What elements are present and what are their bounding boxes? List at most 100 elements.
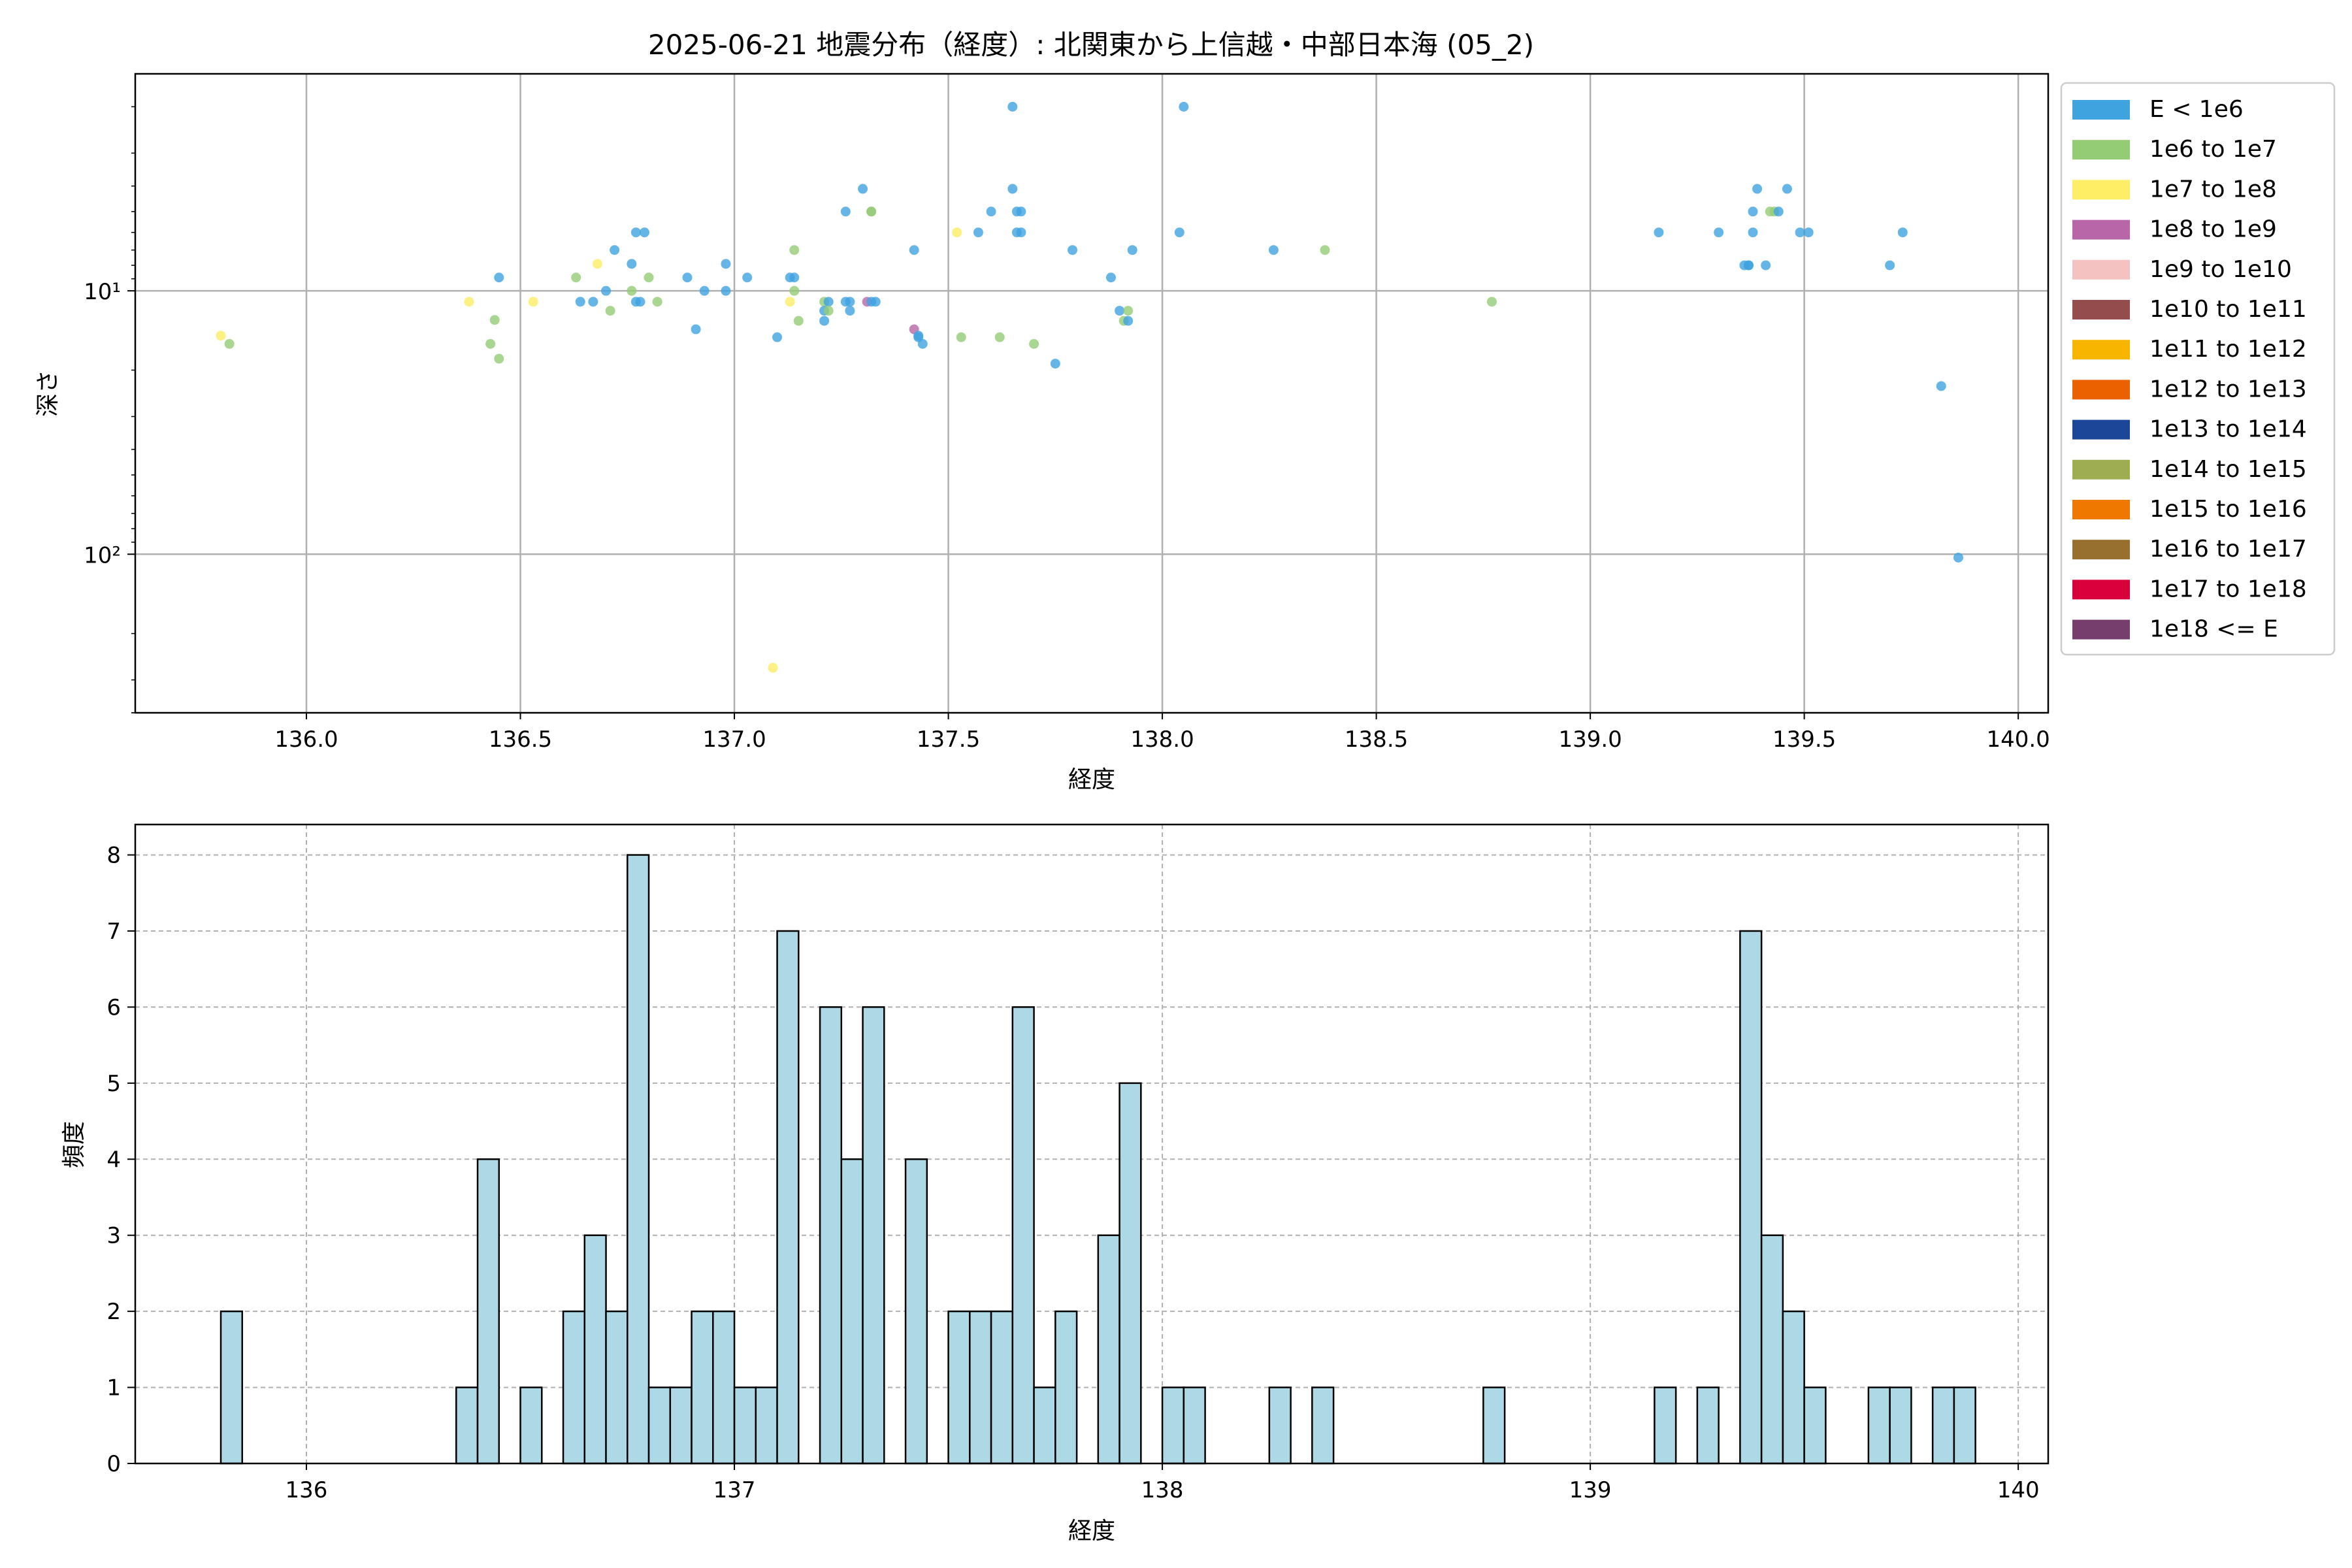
histogram-x-tick-label: 140 [1997, 1477, 2040, 1503]
scatter-point [1761, 260, 1771, 270]
histogram-bar [1097, 1234, 1120, 1465]
scatter-x-tick-label: 136.0 [274, 727, 338, 753]
scatter-grid [135, 74, 2048, 713]
scatter-point [721, 286, 731, 296]
scatter-point [1743, 260, 1754, 270]
histogram-bar [669, 1386, 693, 1465]
scatter-plot-frame [134, 73, 2050, 714]
scatter-point [635, 297, 645, 307]
scatter-x-tick-label: 138.0 [1130, 727, 1194, 753]
scatter-point [1123, 306, 1134, 316]
scatter-point [610, 245, 620, 255]
histogram-bar [562, 1310, 586, 1465]
scatter-points [216, 101, 1963, 673]
legend-label: 1e11 to 1e12 [2149, 336, 2307, 363]
histogram-bar [1931, 1386, 1955, 1465]
histogram-bar [1268, 1386, 1292, 1465]
scatter-point [1115, 306, 1125, 316]
scatter-point [1016, 206, 1026, 217]
scatter-point [588, 297, 598, 307]
scatter-point [489, 315, 500, 325]
histogram-bar [990, 1310, 1014, 1465]
scatter-point [772, 332, 783, 342]
scatter-point [768, 662, 778, 673]
histogram-x-tick-label: 136 [286, 1477, 328, 1503]
legend-swatch [2072, 459, 2130, 480]
histogram-y-label: 頻度 [61, 1121, 88, 1168]
histogram-bar [476, 1158, 500, 1465]
histogram-bar [819, 1006, 843, 1465]
scatter-point [909, 245, 919, 255]
scatter-point [789, 245, 800, 255]
scatter-x-tick-label: 136.5 [489, 727, 552, 753]
scatter-point [1885, 260, 1895, 270]
scatter-point [1936, 381, 1946, 391]
histogram-bar [647, 1386, 672, 1465]
scatter-point [1174, 227, 1184, 238]
histogram-bar [1183, 1386, 1206, 1465]
scatter-point [682, 272, 693, 283]
histogram-y-tick-label: 1 [106, 1375, 121, 1401]
histogram-bar [947, 1310, 971, 1465]
histogram-panel: 136 137 138 139 140 0 1 2 3 4 5 6 7 8 経度 頻度 [61, 823, 2050, 1544]
scatter-y-tick-label: 10² [84, 542, 121, 568]
histogram-plot-frame [134, 823, 2050, 1465]
histogram-bar [1867, 1386, 1891, 1465]
scatter-point [592, 259, 602, 269]
scatter-point [986, 206, 996, 217]
histogram-bar [840, 1158, 864, 1465]
scatter-point [1320, 245, 1330, 255]
histogram-bar [1889, 1386, 1912, 1465]
scatter-point [823, 306, 834, 316]
histogram-y-tick-label: 7 [106, 919, 121, 945]
legend-swatch [2072, 100, 2130, 120]
histogram-bar [519, 1386, 543, 1465]
scatter-point [1953, 552, 1963, 563]
scatter-point [1016, 227, 1026, 238]
scatter-point [627, 259, 637, 269]
histogram-bar [1119, 1082, 1142, 1465]
scatter-point [742, 272, 753, 283]
histogram-bar [691, 1310, 714, 1465]
legend-swatch [2072, 419, 2130, 440]
legend-swatch [2072, 300, 2130, 319]
scatter-point [528, 297, 538, 307]
scatter-point [627, 286, 637, 296]
histogram-y-tick-label: 4 [106, 1147, 121, 1173]
legend-label: 1e12 to 1e13 [2149, 376, 2307, 402]
scatter-point [575, 297, 585, 307]
scatter-point [1127, 245, 1137, 255]
histogram-x-tick-label: 137 [713, 1477, 756, 1503]
histogram-y-tick-label: 0 [106, 1451, 121, 1477]
legend-label: 1e10 to 1e11 [2149, 296, 2307, 323]
scatter-point [845, 306, 855, 316]
histogram-bar [1654, 1386, 1677, 1465]
histogram-bar [1696, 1386, 1720, 1465]
scatter-point [485, 338, 496, 349]
legend-label: 1e8 to 1e9 [2149, 216, 2277, 243]
legend-label: 1e9 to 1e10 [2149, 256, 2292, 283]
histogram-bar [1782, 1310, 1805, 1465]
scatter-point [699, 286, 710, 296]
histogram-y-tick-label: 5 [106, 1071, 121, 1097]
scatter-point [1752, 184, 1763, 194]
scatter-point [819, 316, 830, 326]
legend-swatch [2072, 180, 2130, 200]
scatter-point [956, 332, 966, 342]
legend-swatch [2072, 220, 2130, 240]
scatter-point [571, 272, 581, 283]
scatter-point [1897, 227, 1908, 238]
legend-frame [2060, 82, 2336, 656]
scatter-point [789, 272, 800, 283]
histogram-y-ticks: 0 1 2 3 4 5 6 7 8 [106, 843, 135, 1477]
scatter-point [1007, 184, 1018, 194]
legend-label: 1e17 to 1e18 [2149, 576, 2307, 602]
scatter-x-tick-label: 140.0 [1986, 727, 2050, 753]
scatter-point [639, 227, 649, 238]
legend-label: 1e6 to 1e7 [2149, 136, 2277, 163]
legend-swatch [2072, 500, 2130, 519]
scatter-point [1654, 227, 1664, 238]
legend-label: 1e16 to 1e17 [2149, 536, 2307, 563]
histogram-x-tick-label: 139 [1569, 1477, 1612, 1503]
